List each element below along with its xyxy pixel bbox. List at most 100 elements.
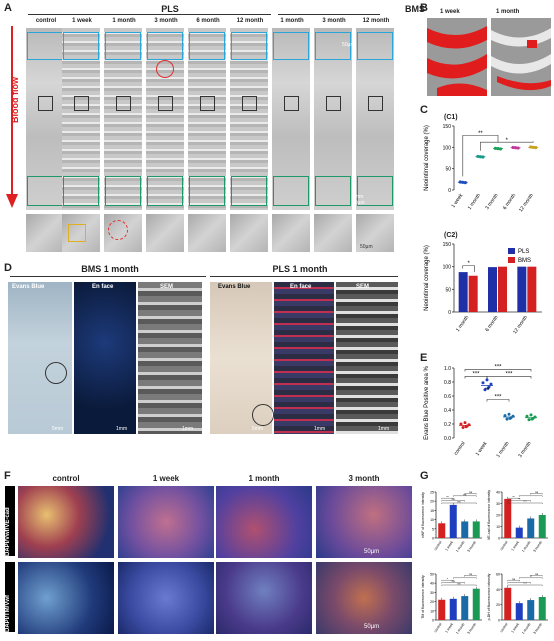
chart-e: 0.0 0.2 0.4 0.6 0.8 1.0 Evans Blue Positive ar…	[424, 364, 537, 459]
x-tick-label: 3 month	[517, 441, 532, 459]
scale-label-c: 50µm	[352, 200, 365, 206]
red-circle-annotation	[108, 220, 128, 240]
y-tick-label: 0.2	[444, 422, 451, 428]
middle-roi-box	[242, 96, 257, 111]
significance-label: ns	[469, 572, 473, 576]
bar	[515, 527, 523, 538]
proximal-roi-box	[189, 32, 225, 60]
panelb-label-1week: 1 week	[440, 9, 460, 15]
column-header: 1 week	[72, 18, 92, 24]
bar	[458, 272, 468, 312]
bms-header-line	[278, 14, 380, 15]
column-header: control	[35, 18, 57, 24]
bar	[538, 597, 546, 620]
bar	[504, 498, 512, 538]
panel-letter-d: D	[4, 262, 12, 274]
significance-label: ns	[535, 572, 539, 576]
y-tick-label: 0	[498, 619, 500, 623]
bar	[527, 266, 537, 312]
data-point	[503, 414, 507, 418]
data-point	[459, 422, 463, 426]
data-point	[483, 388, 487, 392]
significance-bracket	[453, 577, 477, 579]
x-tick-label: 1 month	[455, 315, 470, 333]
sem-column-image	[104, 28, 142, 210]
bar	[527, 600, 535, 620]
bar	[488, 267, 497, 312]
legend-swatch	[508, 248, 515, 254]
significance-bracket	[486, 376, 532, 379]
paneld-scale-1: 1mm	[116, 426, 128, 432]
y-tick-label: 0	[432, 619, 434, 623]
y-axis-label: Neointimal coverage (%)	[424, 245, 430, 311]
x-tick-label: 12 month	[518, 193, 535, 214]
paneld-scale-0: 5mm	[52, 426, 64, 432]
y-tick-label: 0	[498, 537, 500, 541]
middle-roi-box	[326, 96, 341, 111]
bar	[468, 275, 478, 312]
significance-bracket	[441, 584, 477, 586]
stain-label-top: DAPI/Vwf/VE-cad	[5, 486, 15, 556]
middle-roi-box	[200, 96, 215, 111]
significance-label: *	[447, 577, 449, 581]
middle-roi-box	[116, 96, 131, 111]
significance-label: **	[478, 131, 483, 137]
significance-label: ns	[452, 579, 456, 583]
significance-label: ***	[494, 395, 502, 401]
sem-column-image	[230, 28, 268, 210]
bar	[517, 266, 527, 312]
significance-bracket	[441, 582, 465, 584]
chart-c2: 0 50 100 150 Neointimal coverage (%) 1 month 6…	[424, 242, 542, 335]
paneld-label-5: SEM	[356, 284, 370, 290]
blood-flow-label: Blood flow	[10, 77, 20, 123]
bar	[504, 587, 512, 620]
proximal-roi-box	[315, 32, 351, 60]
legend-label: BMS	[518, 258, 531, 264]
significance-bracket	[441, 500, 465, 502]
bms-evans-blue-circle	[45, 362, 67, 384]
y-tick-label: 100	[443, 145, 452, 151]
proximal-roi-box	[27, 32, 63, 60]
significance-bracket	[519, 495, 543, 497]
x-tick-label: 1 week	[510, 622, 520, 634]
paneld-label-2: SEM	[160, 284, 174, 290]
distal-roi-box	[231, 176, 267, 206]
bar	[472, 521, 480, 538]
paneld-title-pls: PLS 1 month	[272, 264, 328, 274]
pls-enface-image	[274, 282, 334, 434]
x-tick-label: 6 month	[502, 193, 517, 211]
distal-roi-box	[63, 176, 99, 206]
paneld-scale-4: 1mm	[314, 426, 326, 432]
panel-letter-a: A	[4, 2, 12, 14]
proximal-roi-box	[231, 32, 267, 60]
data-point	[508, 416, 512, 420]
panel-letter-f: F	[4, 470, 11, 482]
bms-evans-blue-image	[8, 282, 72, 434]
y-tick-label: 40	[496, 588, 500, 592]
paneld-label-3: Evans Blue	[218, 284, 251, 290]
middle-roi-box	[74, 96, 89, 111]
y-tick-label: 0.4	[444, 408, 451, 414]
bar	[461, 596, 469, 620]
panel-letter-g: G	[420, 470, 429, 482]
x-tick-label: 3 month	[533, 540, 544, 553]
bms-sem-image	[138, 282, 202, 434]
significance-label: ns	[535, 490, 539, 494]
x-tick-label: 1 week	[475, 440, 489, 457]
significance-label: *	[519, 579, 521, 583]
significance-bracket	[507, 498, 520, 500]
immunofluorescence-image-top	[316, 486, 412, 558]
y-axis-label: vWF of fluorescence intensity	[421, 492, 425, 538]
group-label-pls: PLS	[161, 4, 179, 14]
significance-label: *	[464, 574, 466, 578]
middle-roi-box	[368, 96, 383, 111]
paneld-scale-2: 1mm	[182, 426, 194, 432]
paneld-label-4: En face	[290, 284, 312, 290]
x-tick-label: control	[499, 622, 508, 633]
pls-header-line	[28, 14, 271, 15]
distal-roi-box	[27, 176, 63, 206]
y-axis-label: Neointimal coverage (%)	[424, 125, 430, 191]
significance-bracket	[507, 502, 543, 504]
significance-label: *	[467, 261, 470, 267]
scale-label-d: 50µm	[360, 244, 373, 250]
